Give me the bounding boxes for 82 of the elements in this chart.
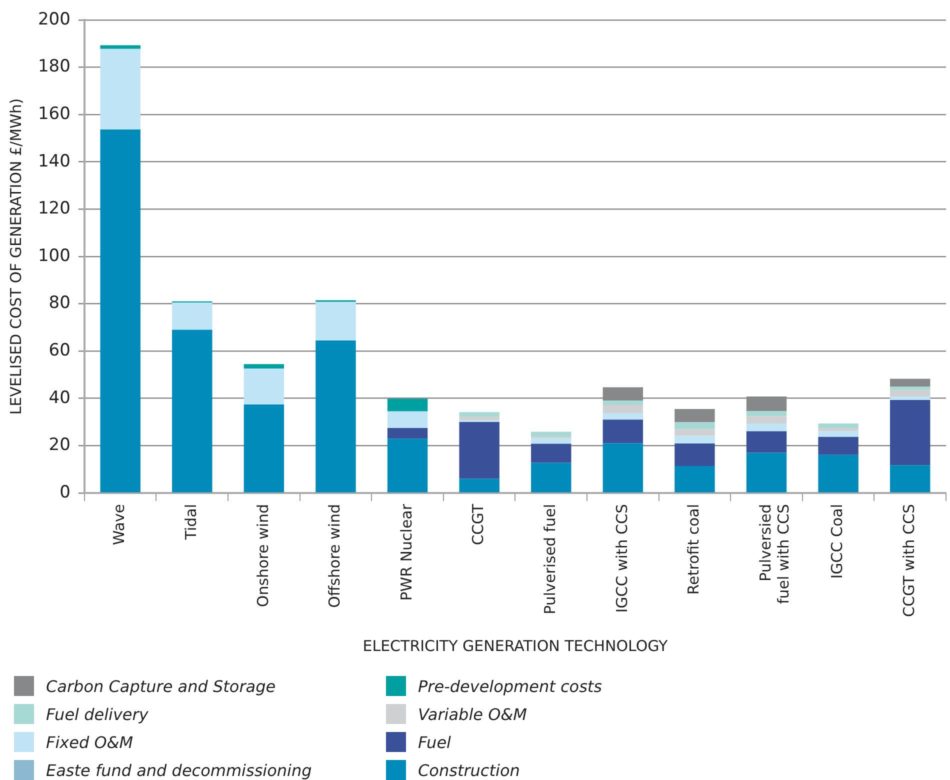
y-tick-label: 60 xyxy=(48,340,70,361)
bar xyxy=(674,409,715,422)
bar xyxy=(387,398,428,412)
bar xyxy=(244,368,284,405)
bar xyxy=(387,411,428,428)
bar xyxy=(674,422,715,430)
legend-label: Carbon Capture and Storage xyxy=(46,676,276,696)
x-tick-label: Offshore wind xyxy=(326,504,344,608)
bar xyxy=(602,405,644,414)
bar xyxy=(674,429,715,436)
bar xyxy=(602,413,644,420)
bar xyxy=(602,400,644,405)
bar xyxy=(244,364,284,369)
bar xyxy=(746,423,787,432)
x-tick-label: IGCC Coal xyxy=(828,504,846,579)
bar xyxy=(531,462,572,492)
x-tick-label: Retrofit coal xyxy=(684,504,703,595)
bar xyxy=(531,432,572,436)
y-tick-label: 160 xyxy=(38,104,70,124)
y-tick-label: 80 xyxy=(48,293,70,314)
bar xyxy=(244,404,284,492)
bar xyxy=(746,416,787,424)
bar xyxy=(602,420,644,444)
y-tick-label: 140 xyxy=(38,151,70,172)
bar xyxy=(531,444,572,463)
bar xyxy=(459,412,500,417)
x-axis-title: ELECTRICITY GENERATION TECHNOLOGY xyxy=(362,636,669,655)
y-tick-label: 200 xyxy=(38,9,70,30)
bar xyxy=(602,443,644,492)
bar xyxy=(818,423,858,428)
bar xyxy=(459,422,500,479)
bar xyxy=(172,330,212,492)
x-tick-label: Pulversied fuel with CCS xyxy=(756,504,792,604)
bar xyxy=(890,378,930,387)
bar xyxy=(818,431,858,437)
bar xyxy=(746,411,787,416)
x-tick-label: Wave xyxy=(110,504,128,546)
x-tick-label: CCGT xyxy=(469,503,488,546)
bar xyxy=(531,438,572,444)
x-tick-label: Onshore wind xyxy=(254,504,272,608)
bar xyxy=(674,436,715,444)
bar xyxy=(890,396,930,400)
bar xyxy=(100,48,140,130)
x-tick-label: IGCC with CCS xyxy=(612,504,631,613)
bar xyxy=(890,386,930,390)
legend-label: Variable O&M xyxy=(418,704,527,724)
bar xyxy=(818,428,858,432)
bar xyxy=(746,452,787,492)
bar xyxy=(890,390,930,396)
legend-label: Fuel xyxy=(418,732,451,752)
y-axis-title: LEVELISED COST OF GENERATION £/MWh) xyxy=(6,98,25,415)
x-tick-label: PWR Nuclear xyxy=(397,503,416,601)
bar xyxy=(746,431,787,453)
x-tick-label: Pulverised fuel xyxy=(541,504,560,614)
y-tick-label: 0 xyxy=(60,482,70,502)
legend-label: Easte fund and decommissioning xyxy=(46,760,312,780)
y-tick-label: 100 xyxy=(38,246,70,266)
bar xyxy=(316,340,356,492)
bar xyxy=(674,444,715,466)
legend-label: Construction xyxy=(418,760,520,780)
bar xyxy=(674,466,715,492)
y-tick-label: 120 xyxy=(38,198,70,219)
bar xyxy=(818,436,858,455)
legend-label: Fuel delivery xyxy=(46,704,148,724)
legend-label: Pre-development costs xyxy=(418,676,602,696)
bar xyxy=(387,428,428,439)
bar xyxy=(100,45,140,49)
bar xyxy=(316,302,356,340)
bar xyxy=(459,416,500,420)
y-tick-label: 20 xyxy=(48,435,70,456)
bar xyxy=(818,454,858,492)
y-tick-label: 180 xyxy=(38,56,70,77)
x-tick-label: CCGT with CCS xyxy=(900,504,918,618)
bar xyxy=(459,478,500,492)
legend-label: Fixed O&M xyxy=(46,732,134,752)
bar xyxy=(890,465,930,492)
bar xyxy=(387,438,428,492)
x-tick-label: Tidal xyxy=(182,504,200,541)
bar xyxy=(172,302,212,330)
y-tick-label: 40 xyxy=(48,388,70,408)
bar xyxy=(100,129,140,492)
bar xyxy=(890,400,930,466)
